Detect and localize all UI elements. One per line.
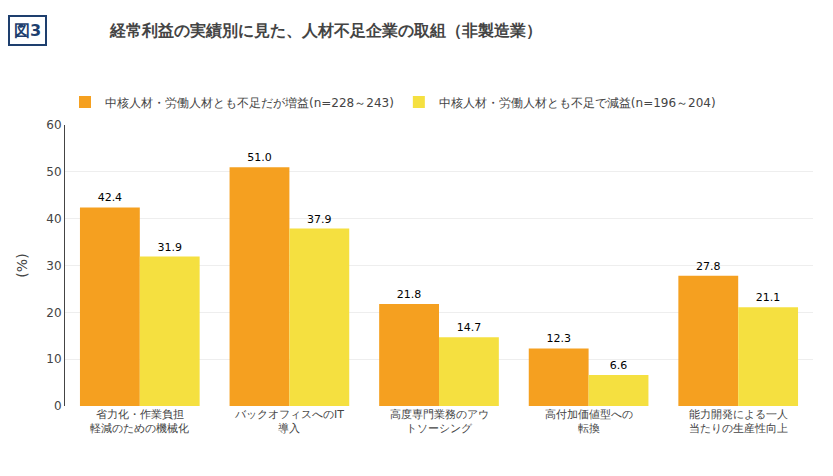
svg-text:能力開発による一人当たりの生産性向上: 能力開発による一人当たりの生産性向上 bbox=[689, 408, 788, 435]
svg-text:51.0: 51.0 bbox=[247, 151, 271, 164]
svg-text:37.9: 37.9 bbox=[307, 213, 332, 226]
svg-text:30: 30 bbox=[46, 259, 61, 273]
svg-text:0: 0 bbox=[54, 399, 62, 413]
svg-text:10: 10 bbox=[46, 352, 61, 366]
svg-text:高度専門業務のアウトソーシング: 高度専門業務のアウトソーシング bbox=[390, 408, 489, 435]
svg-text:14.7: 14.7 bbox=[457, 321, 482, 334]
svg-text:中核人材・労働人材とも不足で減益(n=196～204): 中核人材・労働人材とも不足で減益(n=196～204) bbox=[439, 96, 716, 110]
svg-text:経常利益の実績別に見た、人材不足企業の取組（非製造業）: 経常利益の実績別に見た、人材不足企業の取組（非製造業） bbox=[109, 21, 542, 40]
svg-text:バックオフィスへのIT導入: バックオフィスへのIT導入 bbox=[234, 408, 344, 435]
svg-text:省力化・作業負担軽減のための機械化: 省力化・作業負担軽減のための機械化 bbox=[90, 408, 189, 435]
svg-text:21.1: 21.1 bbox=[756, 291, 781, 304]
svg-text:21.8: 21.8 bbox=[397, 288, 422, 301]
svg-text:12.3: 12.3 bbox=[546, 332, 571, 345]
svg-text:高付加価値型への転換: 高付加価値型への転換 bbox=[545, 408, 633, 435]
svg-text:6.6: 6.6 bbox=[610, 359, 628, 372]
svg-text:50: 50 bbox=[46, 165, 61, 179]
svg-text:中核人材・労働人材とも不足だが増益(n=228～243): 中核人材・労働人材とも不足だが増益(n=228～243) bbox=[105, 96, 394, 110]
svg-text:(%): (%) bbox=[14, 253, 30, 277]
svg-text:図3: 図3 bbox=[14, 21, 41, 40]
svg-text:20: 20 bbox=[46, 306, 61, 320]
svg-text:31.9: 31.9 bbox=[157, 241, 182, 254]
svg-text:40: 40 bbox=[46, 212, 61, 226]
svg-text:42.4: 42.4 bbox=[98, 191, 123, 204]
svg-text:60: 60 bbox=[46, 118, 61, 132]
svg-text:27.8: 27.8 bbox=[696, 260, 721, 273]
